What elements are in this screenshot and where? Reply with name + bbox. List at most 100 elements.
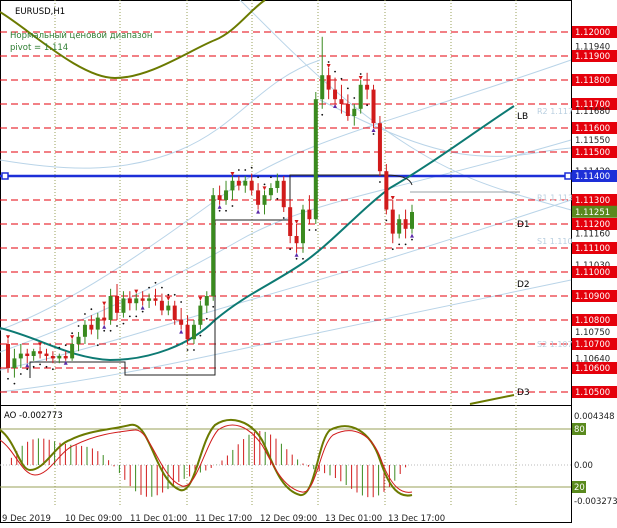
candle-body <box>44 353 49 356</box>
price-label-text: 1.10700 <box>575 340 610 350</box>
candle-body <box>191 324 196 340</box>
candle-body <box>204 296 209 306</box>
candle <box>230 172 235 200</box>
price-label-bg <box>572 26 617 38</box>
candle-body <box>339 99 344 104</box>
indicator-label-line1: Нормальный ценовой диапазон <box>10 31 152 41</box>
sar-dot <box>180 301 183 303</box>
price-label-bg <box>572 194 617 206</box>
sar-dot <box>109 329 112 332</box>
price-axis-label: 1.11300 <box>572 194 617 206</box>
sar-dot <box>96 344 99 347</box>
candle-body <box>268 188 273 196</box>
faint-level-label: R1 1.113 <box>537 194 573 203</box>
ao-axis-label: 80 <box>572 423 586 435</box>
x-axis-label: 13 Dec 17:00 <box>388 514 445 524</box>
x-axis-label: 11 Dec 01:00 <box>130 514 187 524</box>
sar-dot <box>282 217 285 219</box>
level-label: LB <box>517 112 528 122</box>
ao-signal-line <box>0 424 413 493</box>
candle-body <box>127 298 132 304</box>
price-label-bg <box>572 338 617 350</box>
candle-body <box>12 358 17 368</box>
candle-body <box>365 84 370 90</box>
candle <box>256 183 261 214</box>
candle <box>249 173 254 196</box>
price-label-text: 1.11251 <box>575 208 610 218</box>
price-label-text: 1.11500 <box>575 148 610 158</box>
candle <box>313 92 318 224</box>
sar-dot <box>77 325 80 327</box>
candle <box>108 288 113 325</box>
parabolic-sar <box>7 61 413 385</box>
candle <box>102 301 107 329</box>
fractal-up-marker <box>358 76 363 80</box>
candle-body <box>95 317 100 330</box>
price-axis-label: 1.11400 <box>572 170 617 182</box>
price-axis-label: 1.12000 <box>572 26 617 38</box>
candle-body <box>217 195 222 200</box>
candle <box>300 204 305 253</box>
candle-body <box>307 209 312 220</box>
level-label: D1 <box>517 220 530 230</box>
price-axis-label: 1.11900 <box>572 50 617 62</box>
candle <box>326 64 331 100</box>
candle <box>198 296 203 330</box>
x-axis-label: 10 Dec 09:00 <box>65 514 122 524</box>
price-axis-label: 1.10750 <box>575 328 610 338</box>
channel-band <box>0 279 572 393</box>
candle-body <box>82 324 87 337</box>
sar-dot <box>250 166 253 169</box>
price-label-text: 1.11300 <box>575 196 610 206</box>
candle-body <box>115 296 120 313</box>
candle-body <box>57 356 62 359</box>
moving-averages <box>0 0 515 405</box>
candle <box>12 348 17 378</box>
pivot-handle-right <box>564 172 572 180</box>
price-label-bg <box>572 290 617 302</box>
price-label-bg <box>572 74 617 86</box>
price-axis-label: 1.11550 <box>575 136 610 146</box>
sar-dot <box>379 181 381 183</box>
x-axis-label: 12 Dec 09:00 <box>260 514 317 524</box>
candle <box>345 94 350 121</box>
price-label-text: 1.10600 <box>575 364 610 374</box>
sar-dot <box>193 349 195 351</box>
price-axis-label: 1.11160 <box>575 230 610 240</box>
sar-dot <box>295 257 298 260</box>
candle-body <box>256 190 261 205</box>
price-label-text: 1.11800 <box>575 76 610 86</box>
candle-body <box>320 75 325 100</box>
fractal-up-marker <box>262 186 267 191</box>
candle <box>18 344 23 368</box>
candle-body <box>397 219 402 234</box>
indicator-label-line2: pivot = 1.114 <box>10 43 68 53</box>
sar-dot <box>263 183 266 186</box>
candle-body <box>211 195 216 296</box>
sar-dot <box>64 344 67 347</box>
candle <box>153 288 158 306</box>
fractal-up-marker <box>326 64 331 68</box>
candle-body <box>121 298 126 313</box>
price-axis-label: 1.10500 <box>572 386 617 398</box>
candle <box>358 76 363 114</box>
price-axis-label: 1.10600 <box>572 362 617 374</box>
sar-dot <box>39 363 41 366</box>
candle <box>307 195 312 224</box>
sar-dot <box>154 281 157 284</box>
candle <box>410 204 414 238</box>
sar-dot <box>366 104 369 107</box>
labels-layer: LB D1 D2 D3 R2 1.117 R1 1.113 S1 1.110 S2 1.107 <box>517 107 573 398</box>
candle <box>44 348 49 361</box>
chart-frame <box>0 0 572 523</box>
level-label: D2 <box>517 280 530 290</box>
candle <box>140 291 145 310</box>
price-axis-label: 1.11200 <box>572 218 617 230</box>
candle <box>275 173 280 193</box>
teal-ma-line <box>0 105 515 362</box>
candle-body <box>89 324 94 330</box>
x-axis-label: 9 Dec 2019 <box>2 514 51 524</box>
ao-oscillator-line <box>0 419 413 497</box>
price-label-text: 1.11200 <box>575 220 610 230</box>
candle-body <box>179 320 184 325</box>
